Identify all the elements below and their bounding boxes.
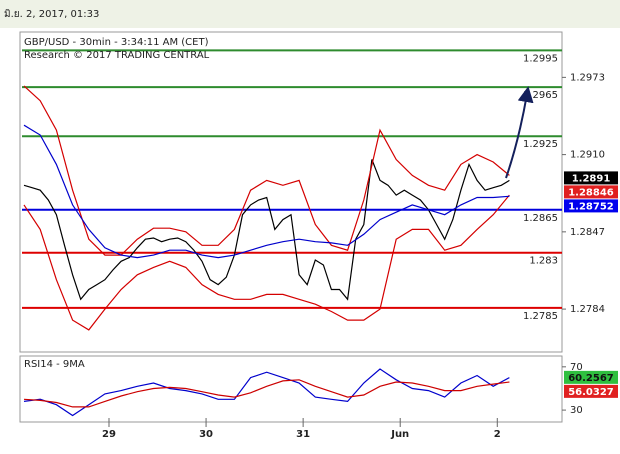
value-box-label: 60.2567	[568, 373, 614, 384]
timestamp: มิ.ย. 2, 2017, 01:33	[4, 9, 99, 20]
value-box	[564, 171, 618, 185]
level-label: 1.283	[529, 256, 558, 267]
y-tick-label: 1.2847	[570, 227, 605, 238]
value-box	[564, 370, 618, 384]
price-panel	[19, 31, 563, 353]
value-box-label: 1.28846	[568, 187, 614, 198]
series-line	[23, 379, 510, 408]
x-tick-label: 2	[494, 429, 501, 440]
level-label: 1.2965	[523, 90, 558, 101]
value-box-label: 1.28752	[568, 201, 614, 212]
rsi-panel	[19, 355, 563, 423]
level-label: 1.2865	[523, 213, 558, 224]
value-box-label: 1.2891	[572, 173, 611, 184]
y-tick-label: 1.2784	[570, 304, 605, 315]
level-label: 1.2995	[523, 53, 558, 64]
x-tick-label: 31	[296, 429, 310, 440]
value-box	[564, 185, 618, 199]
value-box-label: 56.0327	[568, 387, 614, 398]
series-line	[23, 194, 510, 331]
forecast-arrow	[505, 86, 534, 179]
x-tick-label: 30	[199, 429, 213, 440]
series-line	[23, 368, 510, 417]
y-tick-label: 1.2910	[570, 150, 605, 161]
chart-subtitle: Research © 2017 TRADING CENTRAL	[24, 50, 210, 61]
level-label: 1.2925	[523, 139, 558, 150]
series-line	[23, 85, 510, 256]
y-tick-label: 1.2973	[570, 72, 605, 83]
value-box	[564, 199, 618, 213]
x-tick-label: 29	[102, 429, 116, 440]
value-box	[564, 384, 618, 398]
x-tick-label: Jun	[390, 429, 409, 440]
series-line	[23, 124, 510, 259]
y-tick-label: 30	[570, 405, 583, 416]
chart-title: GBP/USD - 30min - 3:34:11 AM (CET)	[24, 37, 209, 48]
y-tick-label: 70	[570, 362, 583, 373]
rsi-title: RSI14 - 9MA	[24, 359, 85, 370]
level-label: 1.2785	[523, 311, 558, 322]
